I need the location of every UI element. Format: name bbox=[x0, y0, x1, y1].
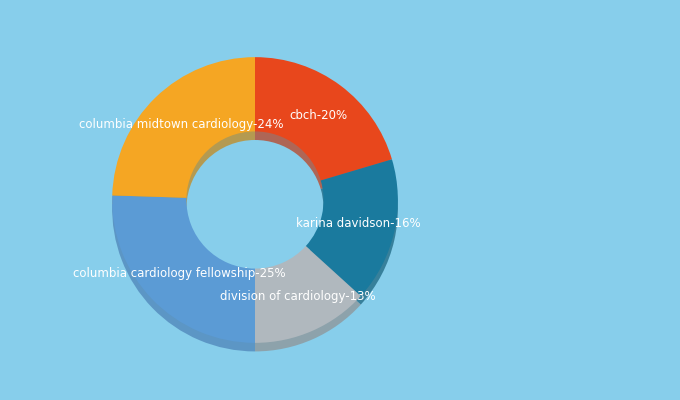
Wedge shape bbox=[255, 255, 361, 352]
Wedge shape bbox=[306, 159, 398, 296]
Text: karina davidson-16%: karina davidson-16% bbox=[296, 217, 420, 230]
Wedge shape bbox=[112, 57, 255, 198]
Text: columbia cardiology fellowship-25%: columbia cardiology fellowship-25% bbox=[73, 267, 286, 280]
Text: division of cardiology-13%: division of cardiology-13% bbox=[220, 290, 375, 303]
Text: cbch-20%: cbch-20% bbox=[289, 109, 347, 122]
Text: columbia midtown cardiology-24%: columbia midtown cardiology-24% bbox=[79, 118, 284, 130]
Wedge shape bbox=[112, 204, 255, 352]
Wedge shape bbox=[255, 66, 392, 189]
Wedge shape bbox=[112, 66, 255, 206]
Wedge shape bbox=[255, 246, 361, 343]
Wedge shape bbox=[306, 168, 398, 305]
Wedge shape bbox=[112, 196, 255, 343]
Wedge shape bbox=[255, 57, 392, 180]
